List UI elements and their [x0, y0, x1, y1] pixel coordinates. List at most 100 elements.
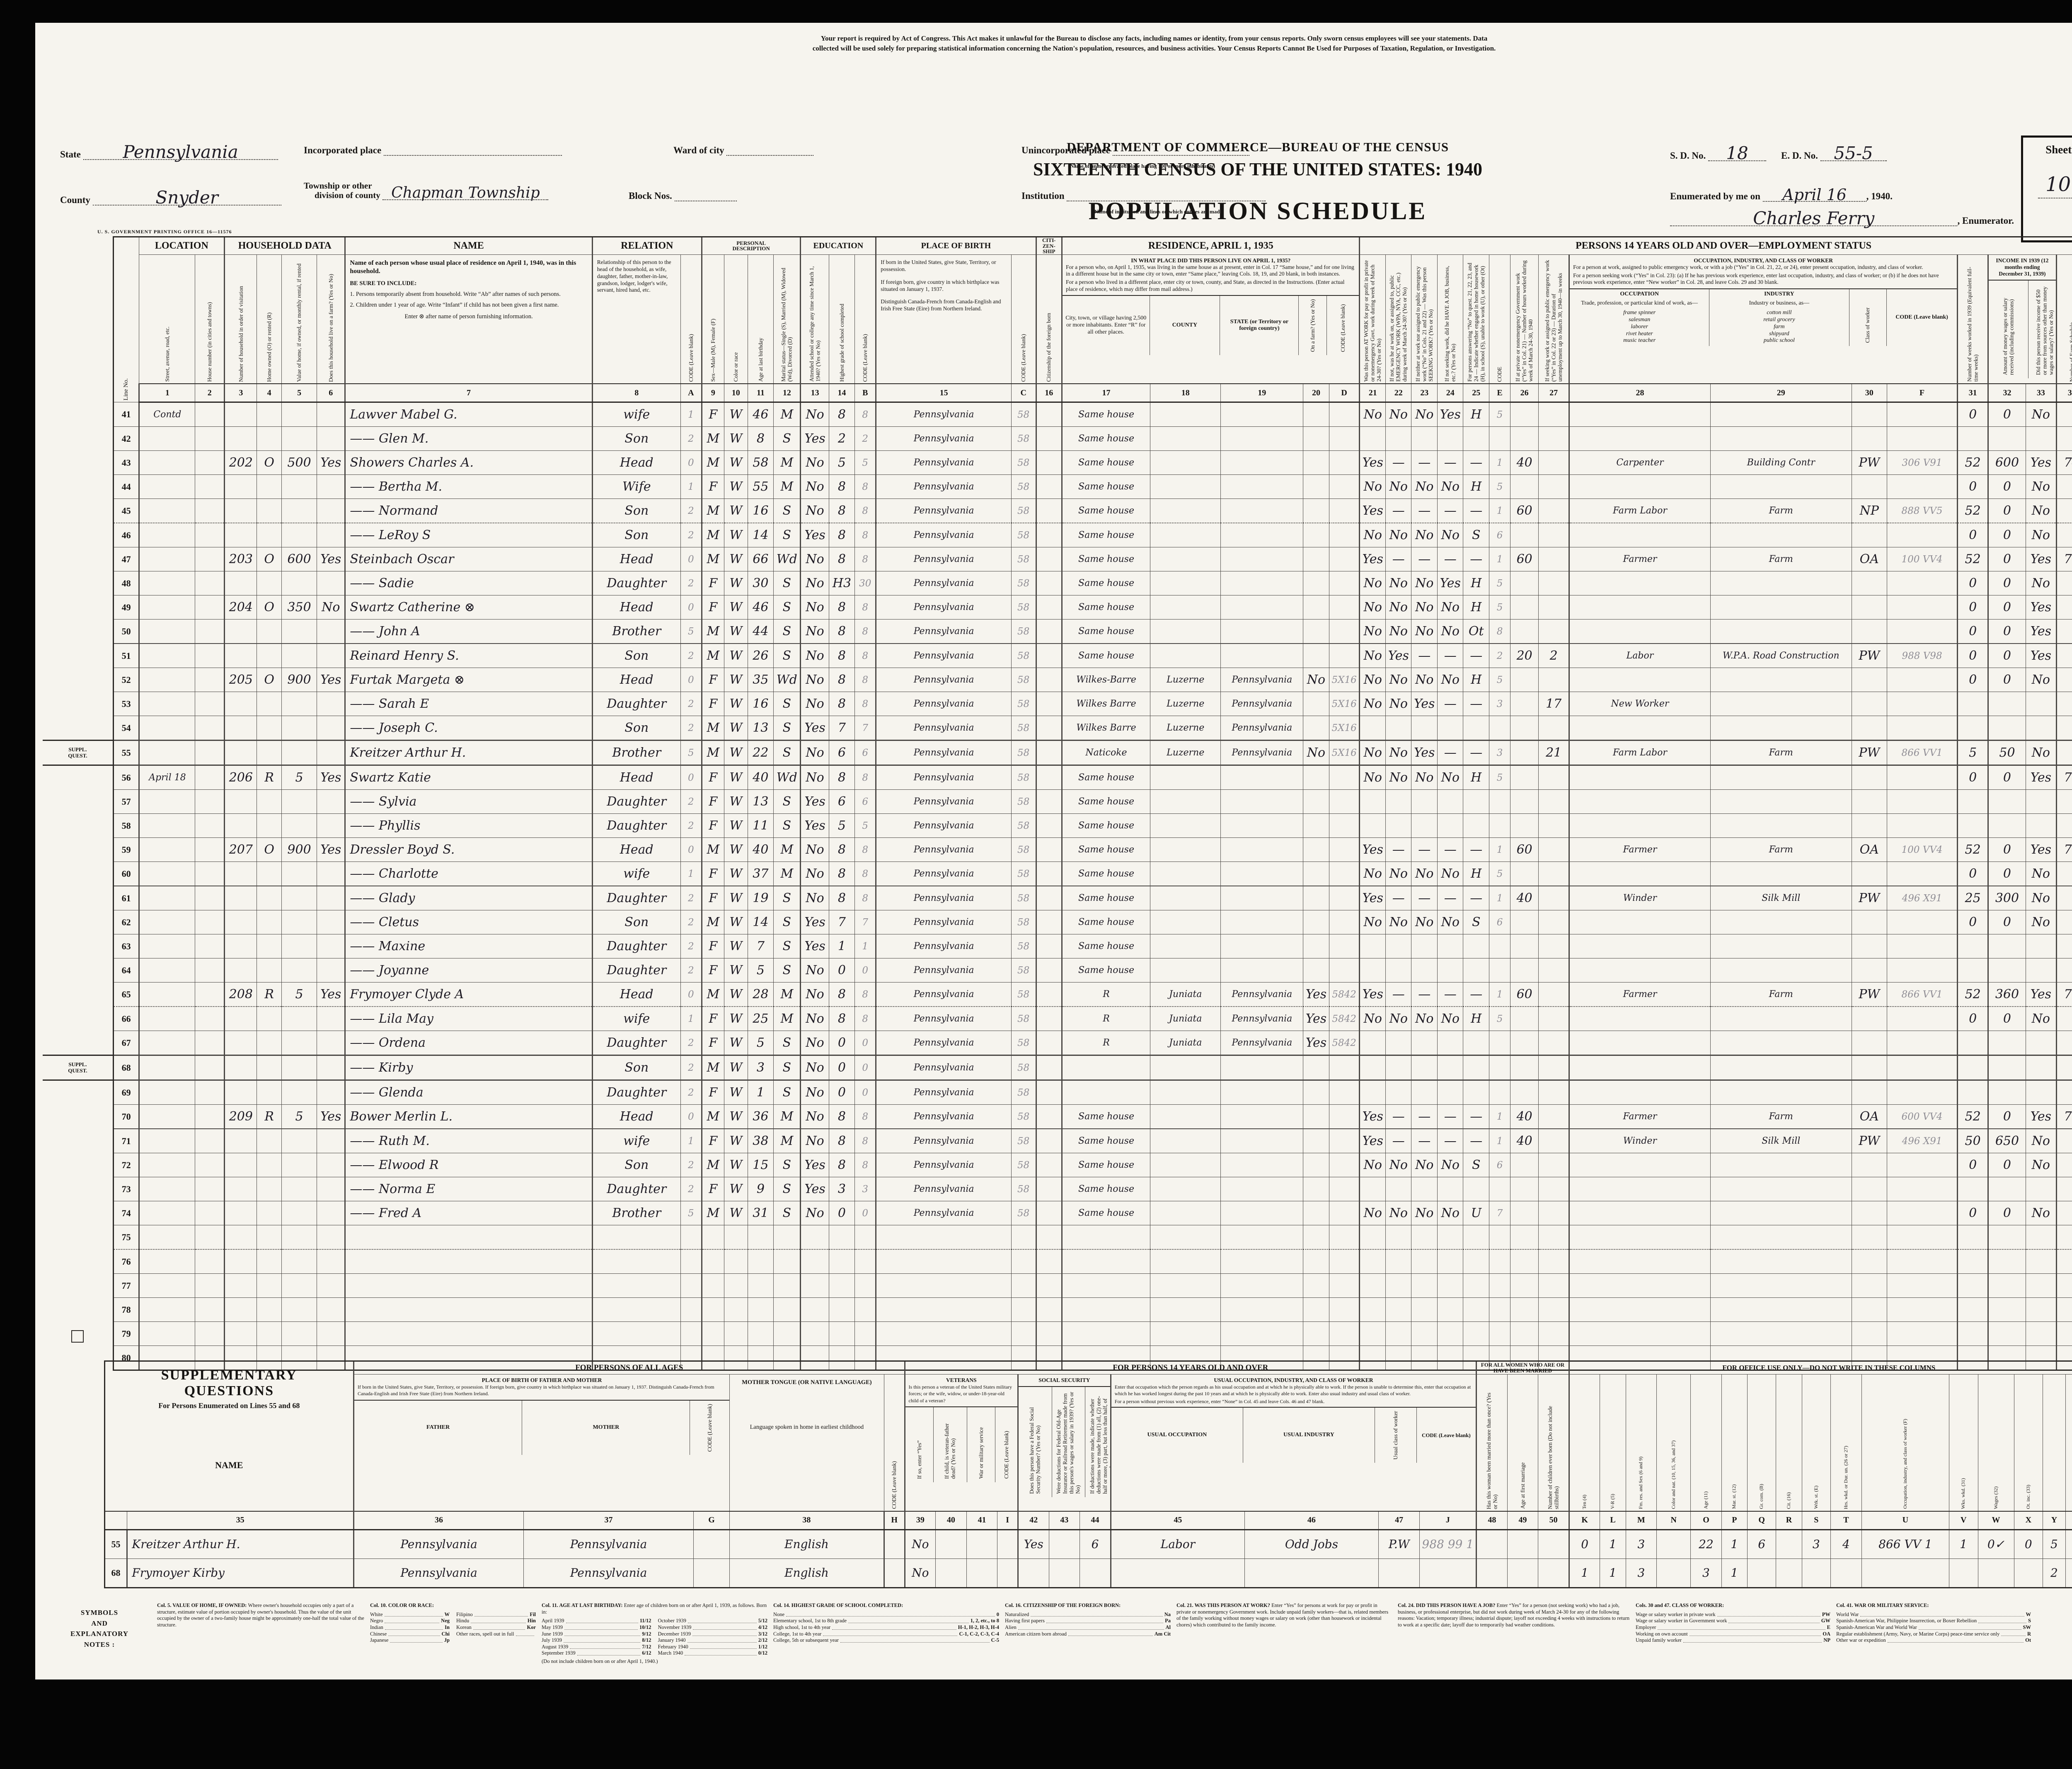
suppl-col-44: If deductions were made, indicate whethe… — [1085, 1387, 1110, 1498]
col-c32-line-62: 0 — [1987, 910, 2026, 935]
col-c3-line-44 — [224, 474, 257, 499]
col-c24-line-63 — [1437, 934, 1464, 959]
col-c31-line-53 — [1957, 692, 1989, 716]
enumerator-label: , Enumerator. — [1957, 215, 2014, 226]
block-label: Block Nos. — [629, 191, 672, 201]
col-c27-line-54 — [1538, 716, 1570, 741]
col-c17-line-41: Same house — [1061, 402, 1150, 427]
col-occupation-code: CODE (Leave blank) — [1886, 289, 1957, 346]
col-c30-line-65: PW — [1851, 982, 1887, 1007]
suppl-col-26-line-55: 6 — [1747, 1529, 1777, 1559]
col-c8-line-47: Head — [591, 547, 681, 572]
schedule-title: POPULATION SCHEDULE — [1088, 197, 1427, 225]
col-c24-line-56: No — [1437, 765, 1464, 790]
person-row-63: 63 —— Maxine Daughter 2 F W 7 S Yes 1 1 Pennsylvani… — [43, 934, 2072, 959]
col-c6-line-53 — [317, 692, 346, 716]
col-cA-line-67: 2 — [680, 1031, 702, 1056]
margin-cell — [43, 523, 114, 547]
col-cF-line-56 — [1886, 765, 1958, 790]
col-c28-line-63 — [1569, 934, 1711, 959]
col-c18-line-46 — [1150, 523, 1221, 548]
col-c25-line-79 — [1463, 1321, 1489, 1346]
col-c31-line-77 — [1957, 1273, 1989, 1298]
col-cA-line-50: 5 — [680, 619, 702, 644]
printing-office-note: U. S. GOVERNMENT PRINTING OFFICE 16—1157… — [97, 229, 232, 235]
col-class-of-worker: Class of worker — [1849, 289, 1886, 346]
col-c16-line-68 — [1035, 1055, 1062, 1081]
col-c14-line-75 — [828, 1225, 855, 1250]
col-c17-line-46: Same house — [1061, 523, 1150, 548]
col-c33-line-63 — [2025, 934, 2057, 959]
col-c25-line-45: — — [1463, 499, 1489, 524]
col-c1-line-50 — [138, 619, 196, 644]
margin-cell: SUPPL. QUEST. — [43, 740, 114, 766]
col-c24-line-73 — [1437, 1177, 1464, 1202]
col-c19-line-79 — [1220, 1321, 1304, 1346]
col-c14-line-50: 8 — [828, 619, 855, 644]
col-c16-line-66 — [1035, 1006, 1062, 1031]
col-c18-line-64 — [1150, 958, 1221, 983]
col-cB-line-50: 8 — [854, 619, 876, 644]
col-place-of-birth: If born in the United States, give State… — [875, 254, 1012, 384]
col-c16-line-70 — [1035, 1104, 1062, 1130]
suppl-office-col-0: Ten (4) — [1568, 1374, 1600, 1511]
col-other-income: Did this person receive income of $50 or… — [2028, 281, 2056, 379]
col-cA-line-62: 2 — [680, 910, 702, 935]
col-c11-line-76 — [747, 1249, 774, 1274]
col-c6-line-44 — [317, 474, 346, 499]
margin-cell — [43, 1080, 114, 1105]
person-row-79: 7979 — [43, 1321, 2072, 1346]
col-cC-line-63: 58 — [1011, 934, 1036, 959]
col-c6-line-49: No — [317, 595, 346, 620]
col-c34-line-52 — [2055, 668, 2072, 692]
col-c4-line-74 — [257, 1201, 282, 1226]
column-number-10: 10 — [724, 383, 748, 403]
suppl-col-30-line-68 — [1861, 1558, 1949, 1588]
col-cD-line-79 — [1329, 1321, 1360, 1346]
col-c20-line-42 — [1303, 426, 1329, 451]
col-c6-line-66 — [317, 1006, 346, 1031]
col-c16-line-63 — [1035, 934, 1062, 959]
suppl-col-35-line-55 — [2065, 1529, 2072, 1559]
line-number-left: 50 — [113, 619, 140, 644]
col-c15-line-74: Pennsylvania — [875, 1201, 1012, 1226]
col-c12-line-75 — [773, 1225, 801, 1250]
col-c19-line-43 — [1220, 450, 1304, 475]
col-c24-line-75 — [1437, 1225, 1464, 1250]
col-cC-line-76 — [1011, 1249, 1036, 1274]
col-cA-line-49: 0 — [680, 595, 702, 620]
col-c20-line-56 — [1303, 765, 1329, 790]
col-c22-line-76 — [1385, 1249, 1412, 1274]
col-c15-line-78 — [875, 1297, 1012, 1322]
col-c19-line-56 — [1220, 765, 1304, 790]
col-home-value: Value of home, if owned, or monthly rent… — [281, 254, 317, 384]
col-c8-line-50: Brother — [591, 619, 681, 644]
col-c4-line-67 — [257, 1031, 282, 1056]
col-c21-line-45: Yes — [1359, 499, 1386, 524]
person-row-75: 7575 — [43, 1225, 2072, 1250]
col-c31-line-62: 0 — [1957, 910, 1989, 935]
col-cF-line-51: 988 V98 — [1886, 643, 1958, 668]
col-c23-line-61: — — [1411, 886, 1438, 911]
col-c2-line-61 — [195, 886, 225, 911]
population-table: Line No. LOCATION HOUSEHOLD DATA NAME RE… — [43, 236, 2072, 1371]
col-c30-line-45: NP — [1851, 499, 1887, 524]
col-c12-line-66: M — [773, 1006, 801, 1031]
col-c21-line-73 — [1359, 1177, 1386, 1202]
col-cE-line-47: 1 — [1489, 547, 1511, 572]
col-cD-line-65: 5842 — [1329, 982, 1360, 1007]
col-c13-line-76 — [800, 1249, 829, 1274]
col-cF-line-62 — [1886, 910, 1958, 935]
col-c3-line-48 — [224, 571, 257, 596]
col-c31-line-46: 0 — [1957, 523, 1989, 548]
col-cA-line-75 — [680, 1225, 702, 1250]
col-c6-line-50 — [317, 619, 346, 644]
col-cC-line-66: 58 — [1011, 1006, 1036, 1031]
col-c20-line-50 — [1303, 619, 1329, 644]
col-c8-line-77 — [591, 1273, 681, 1298]
col-cC-line-78 — [1011, 1297, 1036, 1322]
col-c4-line-72 — [257, 1153, 282, 1178]
col-c22-line-66: No — [1385, 1006, 1412, 1031]
col-cD-line-55: 5X16 — [1329, 740, 1360, 766]
col-c33-line-64 — [2025, 958, 2057, 983]
